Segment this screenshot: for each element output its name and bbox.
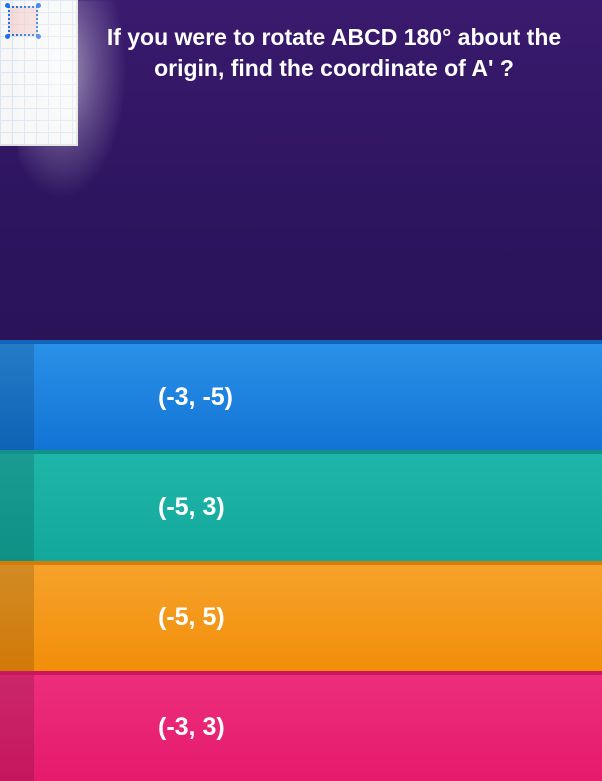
graph-vertex [36, 34, 41, 39]
answer-option-1[interactable]: (-3, -5) [0, 340, 602, 450]
question-line-2: origin, find the coordinate of A' ? [154, 55, 514, 81]
graph-vertex [5, 3, 10, 8]
question-text: If you were to rotate ABCD 180° about th… [0, 0, 602, 84]
answer-option-3[interactable]: (-5, 5) [0, 561, 602, 671]
graph-square-abcd [8, 6, 38, 36]
answer-label: (-3, -5) [158, 383, 233, 412]
graph-thumbnail[interactable] [0, 0, 78, 146]
answer-option-4[interactable]: (-3, 3) [0, 671, 602, 781]
answer-label: (-5, 3) [158, 493, 225, 522]
answer-label: (-3, 3) [158, 713, 225, 742]
question-area: If you were to rotate ABCD 180° about th… [0, 0, 602, 340]
answer-label: (-5, 5) [158, 603, 225, 632]
answer-option-2[interactable]: (-5, 3) [0, 450, 602, 560]
question-line-1: If you were to rotate ABCD 180° about th… [107, 24, 561, 50]
answers-container: (-3, -5) (-5, 3) (-5, 5) (-3, 3) [0, 340, 602, 781]
graph-grid [0, 0, 76, 144]
quiz-screen: If you were to rotate ABCD 180° about th… [0, 0, 602, 781]
graph-vertex [5, 34, 10, 39]
graph-vertex [36, 3, 41, 8]
